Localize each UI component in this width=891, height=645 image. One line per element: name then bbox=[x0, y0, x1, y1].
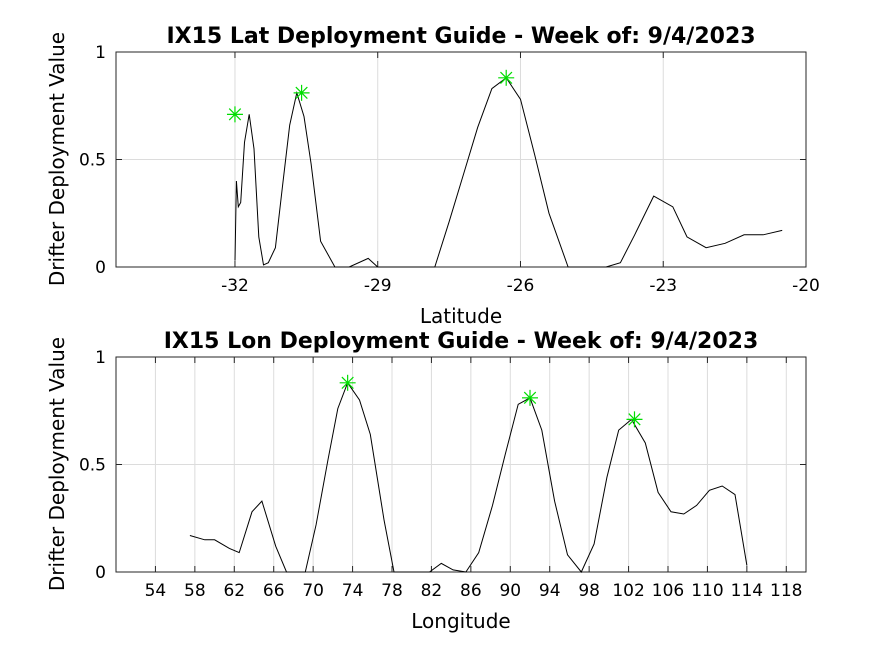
lon-y-axis-label: Drifter Deployment Value bbox=[45, 337, 69, 591]
lat-y-axis-label: Drifter Deployment Value bbox=[45, 32, 69, 286]
lon-x-tick-label: 66 bbox=[263, 581, 285, 601]
lat-peak-marker-stroke bbox=[228, 108, 242, 121]
lon-peak-marker-stroke bbox=[628, 413, 641, 426]
lon-x-tick-label: 78 bbox=[381, 581, 403, 601]
lon-y-ticks: 00.51 bbox=[79, 348, 806, 583]
lon-x-tick-label: 90 bbox=[499, 581, 521, 601]
lon-x-tick-label: 94 bbox=[539, 581, 561, 601]
lat-peak-marker bbox=[498, 69, 515, 86]
lat-panel: -32 -29 -26 -23 -20 00.51 IX15 Lat Deploymen… bbox=[79, 24, 820, 328]
lat-peak-marker-stroke bbox=[295, 86, 308, 100]
lat-x-tick-label: -29 bbox=[364, 276, 392, 296]
lon-series-line bbox=[189, 381, 748, 573]
lat-y-ticks: 00.51 bbox=[79, 43, 806, 278]
lat-y-tick-label: 1 bbox=[95, 43, 106, 63]
lon-x-tick-label: 54 bbox=[145, 581, 167, 601]
lat-x-axis-label: Latitude bbox=[420, 304, 502, 328]
lon-peak-marker bbox=[339, 374, 356, 391]
lat-x-tick-label: -32 bbox=[221, 276, 249, 296]
lon-x-tick-label: 110 bbox=[691, 581, 723, 601]
lon-x-tick-label: 98 bbox=[578, 581, 600, 601]
lon-x-tick-label: 62 bbox=[223, 581, 245, 601]
lat-peak-marker bbox=[226, 106, 243, 123]
lon-x-tick-label: 74 bbox=[342, 581, 364, 601]
lon-y-tick-label: 1 bbox=[95, 348, 106, 368]
lat-y-tick-label: 0 bbox=[95, 258, 106, 278]
lon-peak-marker-stroke bbox=[523, 391, 537, 405]
lon-peak-marker bbox=[522, 389, 538, 406]
lon-x-tick-label: 86 bbox=[460, 581, 482, 601]
lat-x-tick-label: -20 bbox=[792, 276, 820, 296]
lon-x-tick-label: 70 bbox=[302, 581, 324, 601]
lon-y-tick-label: 0.5 bbox=[79, 456, 106, 476]
lon-panel: 54 58 62 66 70 74 78 82 86 90 94 98 102 106 110 114 118 … bbox=[79, 329, 807, 633]
lon-x-tick-label: 58 bbox=[184, 581, 206, 601]
lat-peak-markers bbox=[226, 69, 515, 123]
lon-peak-marker-stroke bbox=[341, 376, 354, 389]
lon-x-tick-label: 118 bbox=[770, 581, 802, 601]
lon-x-tick-label: 102 bbox=[612, 581, 644, 601]
lat-x-tick-label: -26 bbox=[507, 276, 535, 296]
lon-y-tick-label: 0 bbox=[95, 563, 106, 583]
lon-x-ticks: 54 58 62 66 70 74 78 82 86 90 94 98 102 106 110 114 118 bbox=[145, 357, 803, 601]
lat-x-ticks: -32 -29 -26 -23 -20 bbox=[221, 52, 820, 296]
lon-x-axis-label: Longitude bbox=[411, 609, 510, 633]
lon-peak-markers bbox=[339, 374, 643, 428]
lon-x-tick-label: 114 bbox=[731, 581, 763, 601]
lat-peak-marker-stroke bbox=[500, 71, 513, 84]
lon-chart-title: IX15 Lon Deployment Guide - Week of: 9/4… bbox=[164, 329, 759, 354]
lat-x-tick-label: -23 bbox=[649, 276, 677, 296]
lat-series-line bbox=[234, 77, 783, 268]
lat-y-tick-label: 0.5 bbox=[79, 151, 106, 171]
lat-peak-marker bbox=[293, 84, 310, 101]
lat-chart-title: IX15 Lat Deployment Guide - Week of: 9/4… bbox=[166, 24, 755, 49]
lon-peak-marker bbox=[626, 411, 643, 428]
lon-x-tick-label: 82 bbox=[421, 581, 443, 601]
lon-x-tick-label: 106 bbox=[652, 581, 684, 601]
